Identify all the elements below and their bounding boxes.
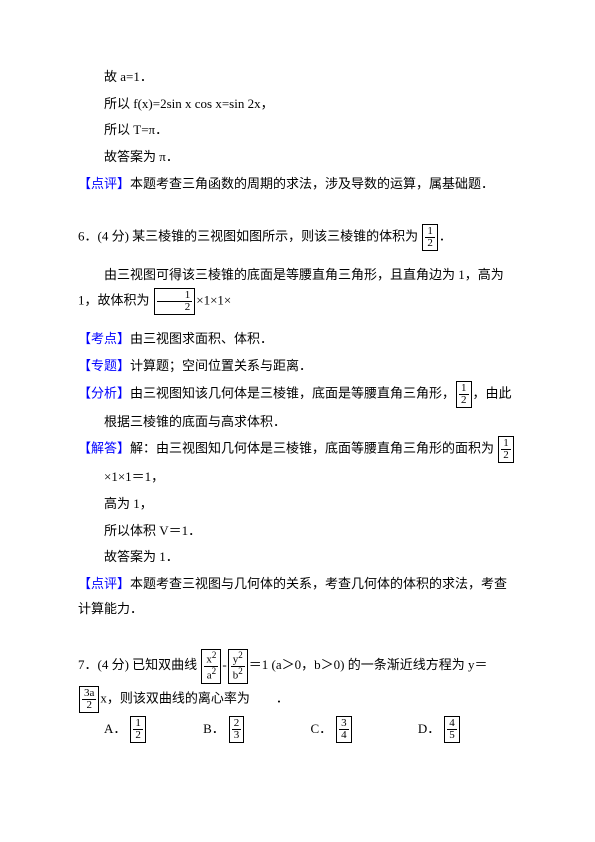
- text: ，由此: [473, 385, 512, 400]
- section-jieda: 【解答】解：由三视图知几何体是三棱锥，底面等腰直角三角形的面积为 12: [78, 436, 517, 463]
- fraction-icon: 12: [422, 224, 438, 251]
- text: ＝1 (a＞0，b＞0) 的一条渐近线方程为 y＝: [249, 657, 488, 672]
- line: 故答案为 π．: [78, 145, 517, 170]
- text: ×1×1×: [196, 293, 231, 308]
- spacer: [78, 253, 517, 263]
- tag-fenxi: 【分析】: [78, 385, 130, 400]
- line: 所以 f(x)=2sin x cos x=sin 2x，: [78, 92, 517, 117]
- line: 所以体积 V＝1．: [78, 519, 517, 544]
- options-row: A．12 B．23 C．34 D．45: [78, 716, 517, 743]
- option-a[interactable]: A．12: [104, 716, 203, 743]
- fraction-icon: 12: [154, 288, 196, 315]
- text: 由三视图可得该三棱锥的底面是等腰直角三角形，且直角边为 1，高为 1，故体积为: [78, 267, 504, 307]
- fraction-icon: 23: [229, 716, 245, 743]
- tag-dianping: 【点评】: [78, 176, 130, 191]
- fraction-icon: 12: [498, 436, 514, 463]
- fraction-icon: 12: [456, 381, 472, 408]
- line: 3a2x，则该双曲线的离心率为 ．: [78, 686, 517, 713]
- text: 由三视图知该几何体是三棱锥，底面是等腰直角三角形，: [130, 385, 455, 400]
- line: ×1×1＝1，: [78, 465, 517, 490]
- section-fenxi: 【分析】由三视图知该几何体是三棱锥，底面是等腰直角三角形，12，由此: [78, 381, 517, 408]
- question-6: 6．(4 分) 某三棱锥的三视图如图所示，则该三棱锥的体积为 12．: [78, 224, 517, 251]
- tag-kaodian: 【考点】: [78, 331, 130, 346]
- fraction-icon: 12: [130, 716, 146, 743]
- tag-jieda: 【解答】: [78, 441, 130, 456]
- text: 解：由三视图知几何体是三棱锥，底面等腰直角三角形的面积为: [130, 441, 494, 456]
- text: 由三视图求面积、体积．: [130, 331, 273, 346]
- q6-stem: 6．(4 分) 某三棱锥的三视图如图所示，则该三棱锥的体积为: [78, 229, 421, 244]
- fraction-icon: y2b2: [228, 649, 248, 683]
- section-dianping: 【点评】本题考查三角函数的周期的求法，涉及导数的运算，属基础题．: [78, 172, 517, 197]
- section-zhuanti: 【专题】计算题；空间位置关系与距离．: [78, 354, 517, 379]
- line: 由三视图可得该三棱锥的底面是等腰直角三角形，且直角边为 1，高为 1，故体积为 …: [78, 263, 517, 315]
- text: 本题考查三视图与几何体的关系，考查几何体的体积的求法，考查计算能力．: [78, 576, 507, 616]
- fraction-icon: x2a2: [201, 649, 221, 683]
- line: 所以 T=π．: [78, 118, 517, 143]
- option-b[interactable]: B．23: [203, 716, 310, 743]
- line: 高为 1，: [78, 492, 517, 517]
- line: 根据三棱锥的底面与高求体积．: [78, 410, 517, 435]
- text: 本题考查三角函数的周期的求法，涉及导数的运算，属基础题．: [130, 176, 494, 191]
- spacer: [78, 317, 517, 327]
- option-c[interactable]: C．34: [310, 716, 417, 743]
- spacer: [78, 198, 517, 220]
- tag-dianping: 【点评】: [78, 576, 130, 591]
- text: x，则该双曲线的离心率为 ．: [100, 690, 289, 705]
- tag-zhuanti: 【专题】: [78, 358, 130, 373]
- option-d[interactable]: D．45: [418, 716, 517, 743]
- fraction-icon: 3a2: [79, 686, 99, 713]
- line: 故答案为 1．: [78, 545, 517, 570]
- q7-stem: 7．(4 分) 已知双曲线: [78, 657, 200, 672]
- fraction-icon: 34: [336, 716, 352, 743]
- question-7: 7．(4 分) 已知双曲线 x2a2-y2b2＝1 (a＞0，b＞0) 的一条渐…: [78, 649, 517, 683]
- spacer: [78, 623, 517, 645]
- section-kaodian: 【考点】由三视图求面积、体积．: [78, 327, 517, 352]
- line: 故 a=1．: [78, 65, 517, 90]
- text: ．: [439, 229, 452, 244]
- fraction-icon: 45: [444, 716, 460, 743]
- section-dianping: 【点评】本题考查三视图与几何体的关系，考查几何体的体积的求法，考查计算能力．: [78, 572, 517, 621]
- text: 计算题；空间位置关系与距离．: [130, 358, 312, 373]
